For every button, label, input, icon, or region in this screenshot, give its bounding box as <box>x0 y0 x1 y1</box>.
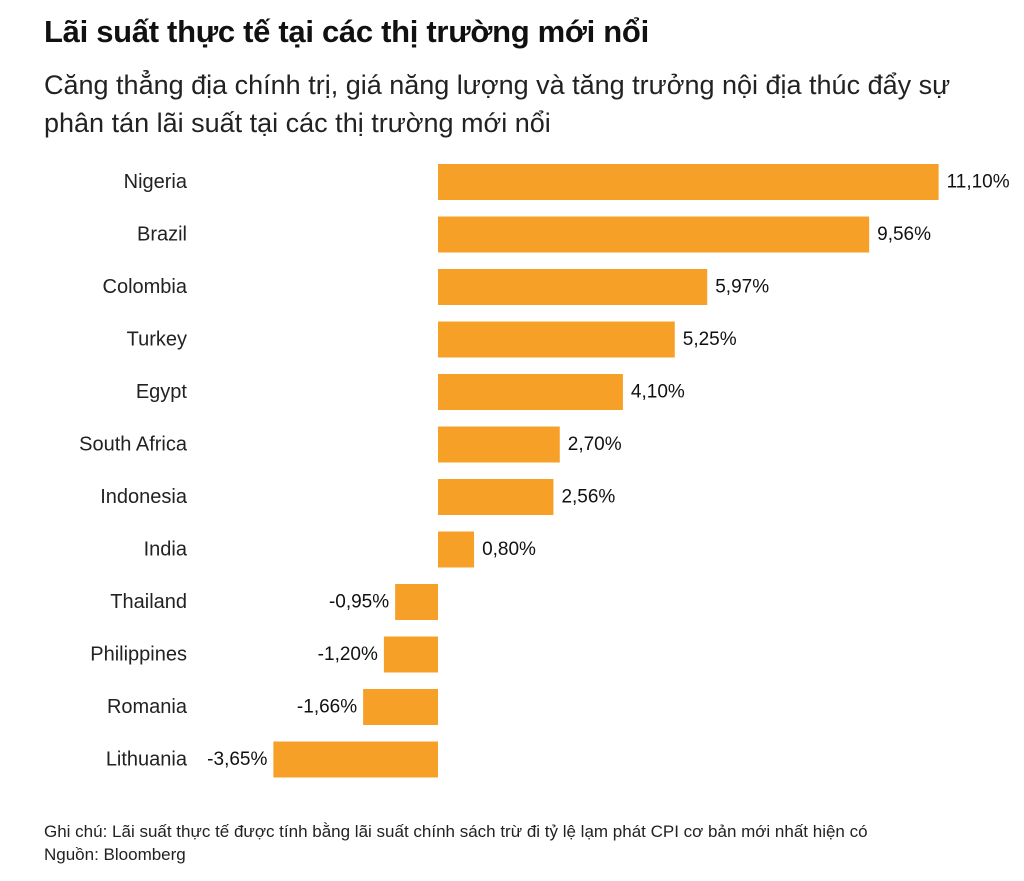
bar-south-africa <box>438 426 560 463</box>
bar-colombia <box>438 269 708 305</box>
footnote: Ghi chú: Lãi suất thực tế được tính bằng… <box>44 822 868 841</box>
bar-turkey <box>438 321 675 358</box>
value-label-lithuania: -3,65% <box>207 749 267 770</box>
bar-brazil <box>438 216 870 253</box>
bar-egypt <box>438 374 623 410</box>
category-label-india: India <box>144 539 188 561</box>
value-label-south-africa: 2,70% <box>568 434 622 455</box>
value-label-nigeria: 11,10% <box>947 172 1010 193</box>
category-label-thailand: Thailand <box>110 591 187 613</box>
category-label-turkey: Turkey <box>127 329 187 351</box>
value-label-romania: -1,66% <box>297 697 357 718</box>
value-label-egypt: 4,10% <box>631 382 685 403</box>
category-label-brazil: Brazil <box>137 224 187 246</box>
chart-title: Lãi suất thực tế tại các thị trường mới … <box>44 14 649 49</box>
category-label-colombia: Colombia <box>103 276 188 298</box>
category-label-egypt: Egypt <box>136 381 188 403</box>
value-label-colombia: 5,97% <box>715 277 769 298</box>
bar-thailand <box>395 584 438 620</box>
bar-romania <box>363 689 438 725</box>
bar-philippines <box>383 636 438 673</box>
value-label-philippines: -1,20% <box>318 644 378 665</box>
category-label-philippines: Philippines <box>90 644 187 666</box>
source-line: Nguồn: Bloomberg <box>44 845 186 864</box>
bar-indonesia <box>438 479 554 515</box>
bar-india <box>438 531 475 568</box>
category-label-nigeria: Nigeria <box>124 171 188 193</box>
value-label-brazil: 9,56% <box>877 224 931 245</box>
chart-footer: Ghi chú: Lãi suất thực tế được tính bằng… <box>44 820 868 866</box>
bar-lithuania <box>273 741 438 778</box>
value-label-india: 0,80% <box>482 539 536 560</box>
category-label-south-africa: South Africa <box>79 434 188 456</box>
value-label-turkey: 5,25% <box>683 329 737 350</box>
category-label-lithuania: Lithuania <box>106 749 188 771</box>
value-label-thailand: -0,95% <box>329 592 389 613</box>
value-label-indonesia: 2,56% <box>561 487 615 508</box>
bar-chart: Nigeria 11,10% Brazil 9,56% Colombia 5,97% Tur… <box>0 150 1024 790</box>
chart-subtitle: Căng thẳng địa chính trị, giá năng lượng… <box>44 70 951 138</box>
category-label-romania: Romania <box>107 696 188 718</box>
bar-nigeria <box>438 164 939 200</box>
category-label-indonesia: Indonesia <box>100 486 188 508</box>
